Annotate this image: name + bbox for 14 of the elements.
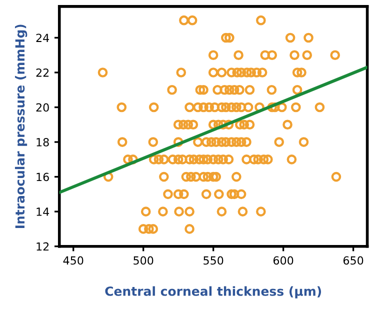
x-tick-label: 500 <box>134 256 154 265</box>
y-axis-title: Intraocular pressure (mmHg) <box>14 24 28 228</box>
y-tick-label: 16 <box>36 172 49 182</box>
x-tick-label: 450 <box>63 256 84 265</box>
y-tick-label: 20 <box>36 103 49 112</box>
y-tick-label: 24 <box>36 34 50 42</box>
x-tick-label: 600 <box>273 256 294 265</box>
y-tick-label: 18 <box>36 138 49 146</box>
y-tick-label: 14 <box>36 208 50 216</box>
x-tick-label: 550 <box>204 256 224 265</box>
y-tick-label: 22 <box>36 68 49 77</box>
y-tick-label: 12 <box>36 242 49 251</box>
x-axis-title: Central corneal thickness (µm) <box>105 286 322 298</box>
x-tick-label: 650 <box>343 256 364 265</box>
